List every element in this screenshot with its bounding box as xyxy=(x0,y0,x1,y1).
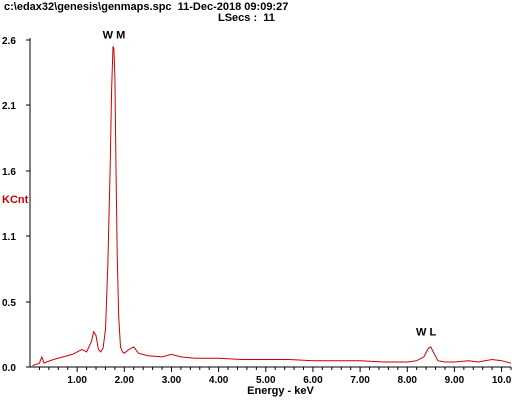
x-tick-label: 3.00 xyxy=(162,375,182,386)
spectrum-file-header: c:\edax32\genesis\genmaps.spc 11-Dec-201… xyxy=(4,1,289,13)
peak-label: W M xyxy=(103,30,126,42)
y-axis-label: KCnt xyxy=(2,194,29,206)
x-tick-label: 2.00 xyxy=(115,375,135,386)
chart-ticks xyxy=(26,39,512,372)
x-tick-label: 9.00 xyxy=(445,375,465,386)
x-tick-label: 8.00 xyxy=(398,375,418,386)
x-axis-label: Energy - keV xyxy=(247,385,314,397)
peak-label: W L xyxy=(416,326,436,338)
chart-series xyxy=(32,46,512,367)
spectrum-line xyxy=(32,46,512,367)
chart-annotations: W M W L xyxy=(103,30,437,339)
x-tick-label: 6.00 xyxy=(303,375,323,386)
y-tick-label: 1.1 xyxy=(2,232,16,243)
x-tick-label: 4.00 xyxy=(209,375,229,386)
y-tick-label: 2.6 xyxy=(2,36,16,47)
chart-labels: 1.00 2.00 3.00 4.00 5.00 6.00 7.00 8.00 9.00 10.0… xyxy=(2,36,512,397)
y-tick-label: 0.5 xyxy=(2,298,16,309)
live-seconds-label: LSecs : 11 xyxy=(218,12,275,24)
x-tick-label: 1.00 xyxy=(67,375,87,386)
y-tick-label: 2.1 xyxy=(2,101,16,112)
y-tick-label: 0.0 xyxy=(2,363,16,374)
x-tick-label: 10.0 xyxy=(492,375,512,386)
chart-axes xyxy=(29,38,511,368)
x-tick-label: 5.00 xyxy=(256,375,276,386)
x-tick-label: 7.00 xyxy=(350,375,370,386)
y-tick-label: 1.6 xyxy=(2,167,16,178)
